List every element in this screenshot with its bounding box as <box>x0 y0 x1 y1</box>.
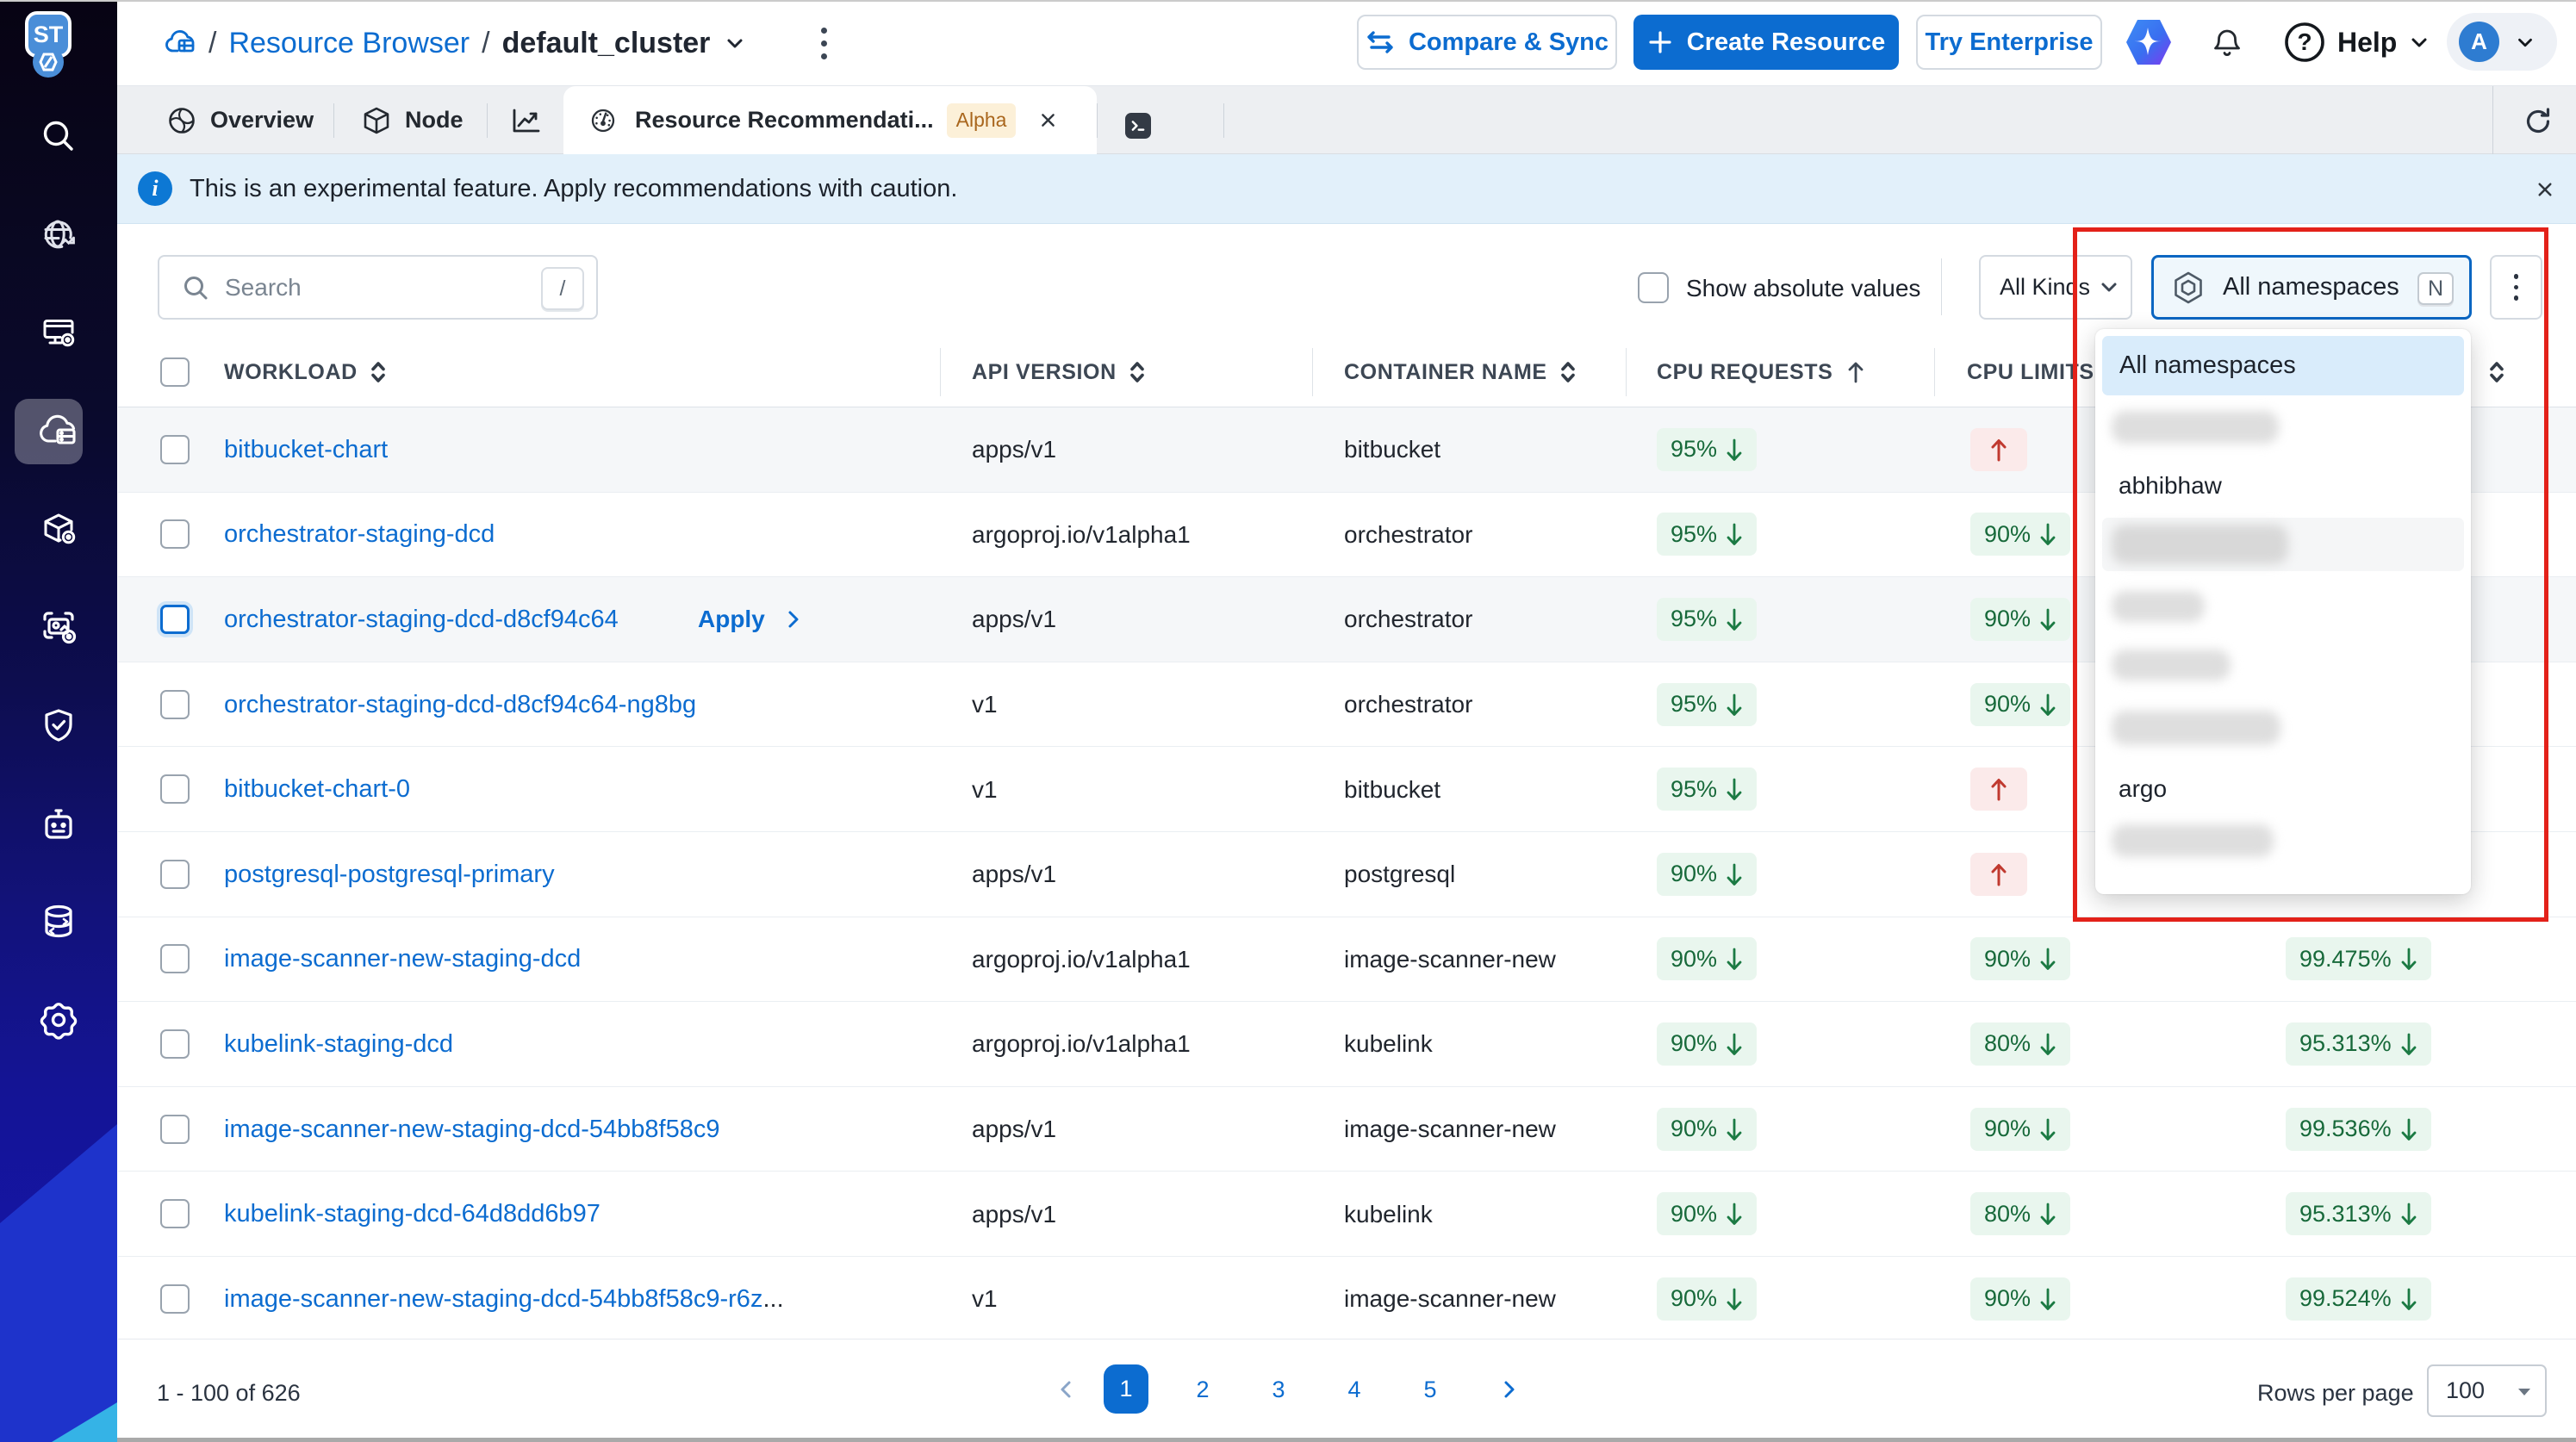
svg-text:?: ? <box>2297 28 2312 55</box>
